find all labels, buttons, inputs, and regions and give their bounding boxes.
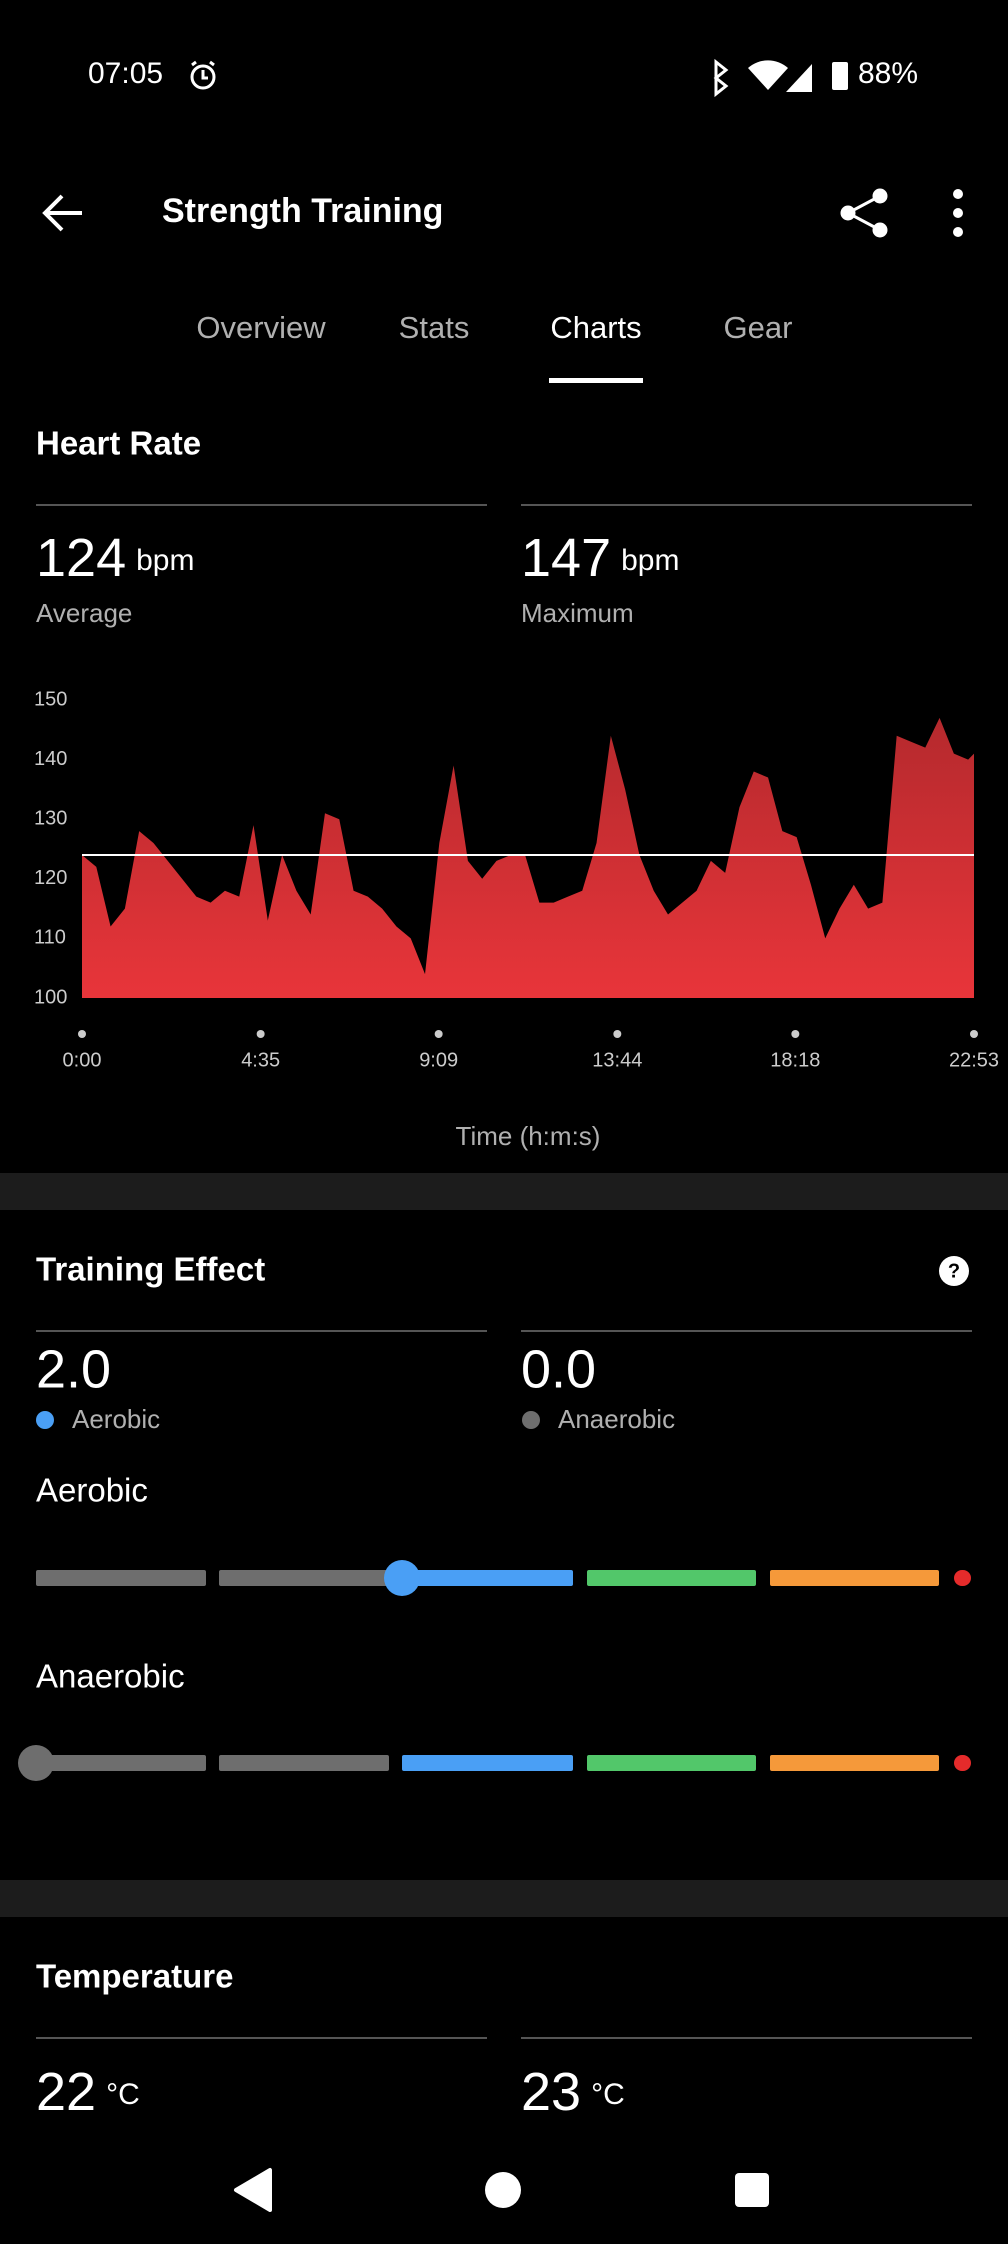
stat-value: 23 <box>521 2062 581 2122</box>
tab-indicator <box>549 378 643 383</box>
y-tick-label: 120 <box>34 867 67 889</box>
slider-segment <box>36 1755 206 1771</box>
section-title: Training Effect <box>36 1251 265 1288</box>
y-tick-label: 150 <box>34 688 67 710</box>
slider-segment <box>587 1570 756 1586</box>
slider-title: Anaerobic <box>36 1658 185 1695</box>
stat-label: Maximum <box>521 598 634 628</box>
x-tick-label: 9:09 <box>419 1049 458 1071</box>
slider-knob <box>384 1560 420 1596</box>
slider-segment <box>219 1570 389 1586</box>
section-title: Temperature <box>36 1958 233 1995</box>
nav-recents[interactable] <box>735 2173 769 2207</box>
x-tick <box>791 1030 800 1038</box>
stat-value: 22 <box>36 2062 96 2122</box>
y-tick-label: 110 <box>34 927 66 949</box>
stat: 22 °C <box>36 2062 140 2122</box>
x-tick-label: 18:18 <box>770 1049 820 1071</box>
share-button[interactable] <box>840 188 888 238</box>
stat-label: Aerobic <box>72 1404 160 1434</box>
help-button[interactable]: ? <box>939 1256 969 1286</box>
slider-segment <box>36 1570 206 1586</box>
y-tick-label: 100 <box>34 986 67 1008</box>
legend-dot <box>36 1411 54 1429</box>
heart-rate-area <box>82 717 974 998</box>
status-time: 07:05 <box>88 57 163 90</box>
stat-unit: bpm <box>621 544 679 577</box>
slider <box>18 1745 971 1781</box>
stat-value: 0.0 <box>521 1339 596 1399</box>
stat-label: Anaerobic <box>558 1404 675 1434</box>
more-button[interactable] <box>953 189 963 237</box>
heart-rate-chart: 100 110 120 130 140 150 0:00 4:35 9:09 13:44 18:18… <box>34 688 999 1071</box>
x-tick <box>256 1030 265 1038</box>
y-tick-label: 130 <box>34 807 67 829</box>
slider-segment <box>954 1755 971 1771</box>
section-title: Heart Rate <box>36 425 201 462</box>
separator <box>0 1173 1008 1210</box>
x-tick-label: 0:00 <box>63 1049 102 1071</box>
x-tick <box>434 1030 443 1038</box>
nav-home[interactable] <box>485 2172 521 2208</box>
slider-segment <box>770 1755 939 1771</box>
stat: 147 bpm <box>521 528 679 588</box>
x-tick <box>78 1030 86 1038</box>
stat: 124 bpm <box>36 528 194 588</box>
x-axis-title: Time (h:m:s) <box>456 1121 601 1151</box>
separator <box>0 1880 1008 1917</box>
stat-unit: °C <box>591 2078 625 2111</box>
slider <box>36 1560 971 1596</box>
back-button[interactable] <box>42 194 82 232</box>
tab[interactable]: Overview <box>196 310 326 345</box>
stat-value: 2.0 <box>36 1339 111 1399</box>
slider-title: Aerobic <box>36 1472 148 1509</box>
nav-back[interactable] <box>234 2168 272 2212</box>
x-tick <box>613 1030 622 1038</box>
x-tick-label: 22:53 <box>949 1049 999 1071</box>
tab[interactable]: Gear <box>724 310 793 345</box>
x-tick <box>970 1030 978 1038</box>
app-title: Strength Training <box>162 192 443 230</box>
x-tick-label: 13:44 <box>592 1049 642 1071</box>
legend-dot <box>522 1411 540 1429</box>
battery-percent: 88% <box>858 57 918 90</box>
slider-segment <box>402 1570 573 1586</box>
tab[interactable]: Charts <box>550 310 641 345</box>
slider-segment <box>219 1755 389 1771</box>
y-tick-label: 140 <box>34 748 67 770</box>
x-tick-label: 4:35 <box>241 1049 280 1071</box>
stat-value: 124 <box>36 528 126 588</box>
stat: 23 °C <box>521 2062 625 2122</box>
stat-unit: °C <box>106 2078 140 2111</box>
slider-segment <box>954 1570 971 1586</box>
slider-knob <box>18 1745 54 1781</box>
tabs: Overview Stats Charts Gear <box>196 310 792 383</box>
stat-value: 147 <box>521 528 611 588</box>
slider-segment <box>770 1570 939 1586</box>
slider-segment <box>587 1755 756 1771</box>
status-icons <box>713 58 848 98</box>
alarm-icon <box>190 60 216 90</box>
stat-unit: bpm <box>136 544 194 577</box>
slider-segment <box>402 1755 573 1771</box>
svg-text:?: ? <box>948 1260 960 1282</box>
stat-label: Average <box>36 598 132 628</box>
tab[interactable]: Stats <box>399 310 470 345</box>
